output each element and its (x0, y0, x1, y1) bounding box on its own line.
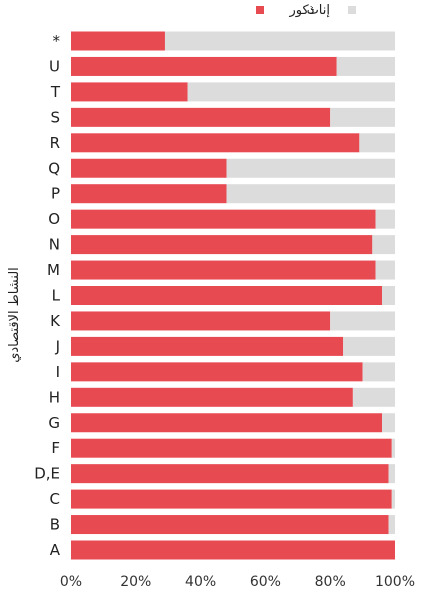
category-label-10: L (52, 287, 61, 305)
x-tick-label-0: 0% (60, 574, 82, 590)
category-label-13: I (56, 363, 60, 381)
x-tick-label-2: 40% (185, 574, 216, 590)
bar-female-8 (372, 235, 395, 255)
bar-male-11 (71, 311, 331, 331)
legend: ذكور إناث (256, 3, 356, 18)
bar-female-7 (375, 209, 395, 229)
bar-male-7 (71, 209, 376, 229)
category-label-14: H (49, 388, 60, 406)
bar-male-18 (71, 489, 392, 509)
bar-male-20 (71, 540, 395, 560)
bar-female-16 (391, 438, 395, 458)
bar-female-6 (226, 184, 395, 204)
bar-female-17 (388, 464, 395, 484)
bar-male-6 (71, 184, 227, 204)
legend-swatch-female (348, 6, 356, 14)
bar-female-15 (382, 413, 395, 433)
bar-male-3 (71, 107, 331, 127)
category-label-9: M (47, 261, 60, 279)
category-label-1: U (49, 57, 60, 75)
legend-swatch-male (256, 6, 264, 14)
bar-male-2 (71, 82, 188, 102)
bar-female-10 (382, 286, 395, 305)
category-label-11: K (50, 312, 61, 330)
bar-female-5 (226, 158, 395, 178)
category-label-6: P (51, 185, 60, 203)
y-axis-title: النشاط الاقتصادي (7, 267, 22, 363)
bar-male-4 (71, 133, 360, 153)
category-label-5: Q (48, 159, 60, 177)
legend-label-female: إناث (307, 3, 330, 18)
category-label-18: C (50, 490, 60, 508)
bar-male-8 (71, 235, 373, 255)
category-label-16: F (51, 439, 60, 457)
bar-female-11 (330, 311, 395, 331)
bar-female-3 (330, 107, 395, 127)
bar-female-1 (336, 56, 395, 76)
x-tick-label-4: 80% (315, 574, 346, 590)
bar-male-0 (71, 31, 165, 51)
bar-female-13 (362, 362, 395, 382)
category-label-0: * (53, 32, 61, 50)
bar-male-14 (71, 387, 353, 407)
category-label-8: N (49, 236, 60, 254)
bar-male-13 (71, 362, 363, 382)
category-label-19: B (50, 516, 60, 534)
bar-female-18 (391, 489, 395, 509)
legend-label-male: ذكور (289, 3, 315, 18)
bar-female-9 (375, 260, 395, 280)
bar-female-19 (388, 515, 395, 535)
x-tick-label-1: 20% (120, 574, 151, 590)
bar-female-14 (352, 387, 395, 407)
bar-male-1 (71, 56, 337, 76)
bar-male-5 (71, 158, 227, 178)
category-label-12: J (55, 337, 60, 355)
bar-male-15 (71, 413, 383, 433)
category-label-17: D,E (34, 465, 60, 483)
category-label-15: G (48, 414, 60, 432)
bar-male-16 (71, 438, 392, 458)
bar-female-4 (359, 133, 395, 153)
category-label-7: O (48, 210, 60, 228)
bar-female-12 (343, 336, 395, 356)
bar-male-9 (71, 260, 376, 280)
category-label-2: T (50, 83, 61, 101)
bar-female-0 (164, 31, 395, 51)
bars (71, 31, 395, 560)
bar-male-12 (71, 336, 344, 356)
bar-male-17 (71, 464, 389, 484)
bar-male-10 (71, 286, 383, 305)
x-tick-label-5: 100% (375, 574, 415, 590)
x-tick-label-3: 60% (250, 574, 281, 590)
bar-female-2 (187, 82, 395, 102)
category-label-4: R (50, 134, 60, 152)
bar-male-19 (71, 515, 389, 535)
x-axis-ticks: 0% 20% 40% 60% 80% 100% (60, 574, 415, 590)
category-label-3: S (50, 108, 60, 126)
category-label-20: A (50, 541, 61, 559)
